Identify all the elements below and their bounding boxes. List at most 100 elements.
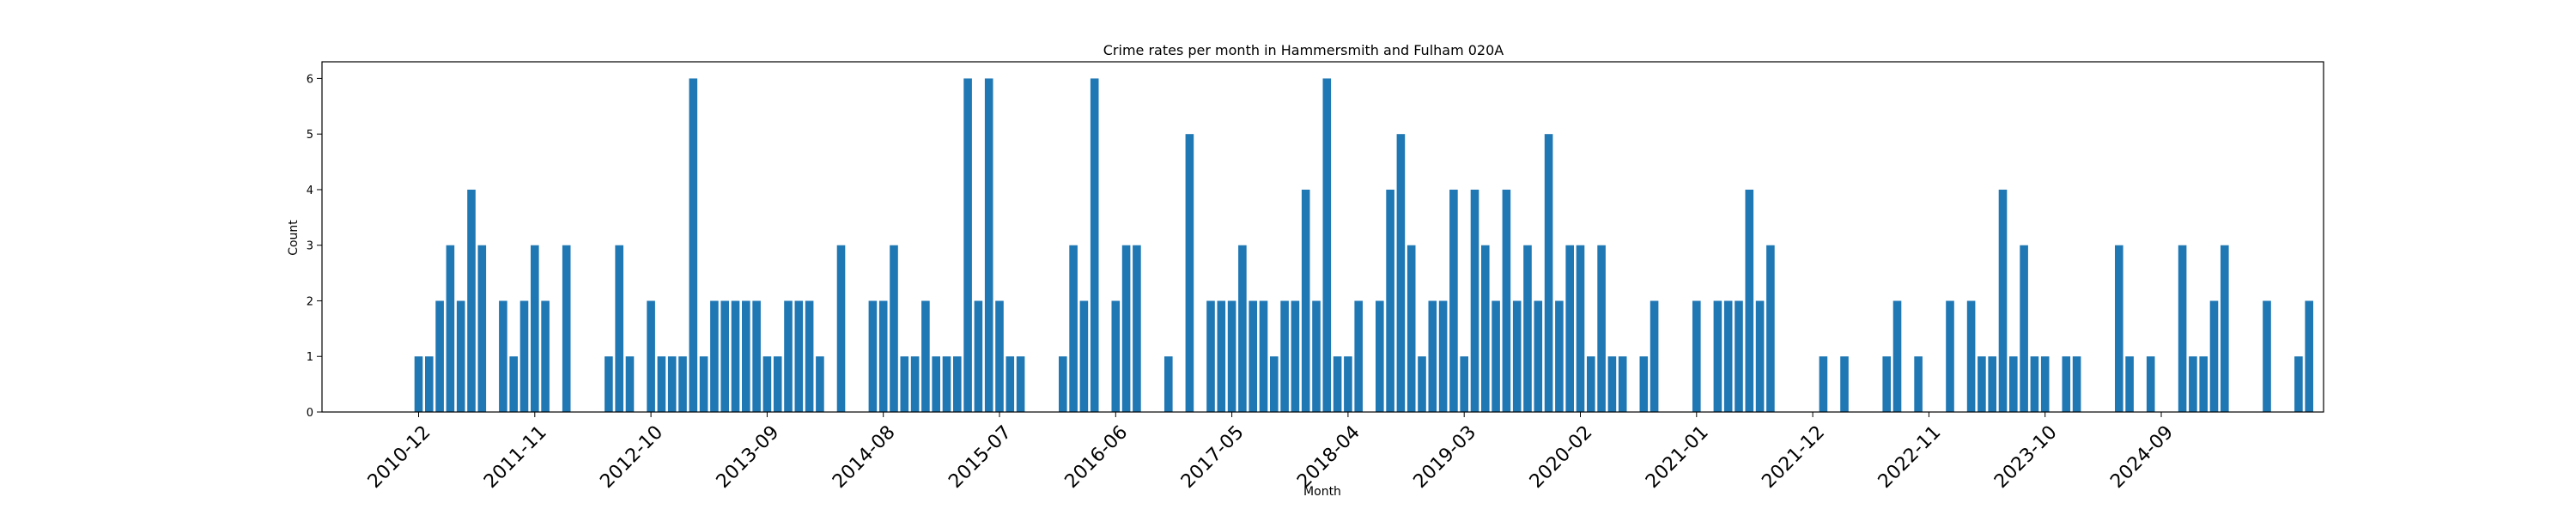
- bar: [710, 300, 719, 412]
- bar: [2040, 356, 2050, 412]
- bar: [2209, 300, 2219, 412]
- bar: [720, 300, 729, 412]
- bar: [1005, 356, 1015, 412]
- bar: [1946, 300, 1954, 412]
- bar: [1301, 189, 1310, 412]
- bar: [1217, 300, 1226, 412]
- bar: [1587, 356, 1595, 412]
- bar: [1534, 300, 1543, 412]
- bar: [1312, 300, 1321, 412]
- bar: [1988, 356, 1996, 412]
- bar: [1396, 134, 1406, 412]
- plot-frame: [321, 61, 2324, 413]
- bar: [1354, 300, 1363, 412]
- bar: [1607, 356, 1617, 412]
- bar: [467, 189, 476, 412]
- bar: [1966, 300, 1976, 412]
- bar: [435, 300, 444, 412]
- bar: [425, 356, 434, 412]
- bar: [1998, 189, 2008, 412]
- bar: [1016, 356, 1025, 412]
- bar: [1745, 189, 1754, 412]
- bar: [2020, 245, 2028, 412]
- bar: [1502, 189, 1511, 412]
- bar: [1206, 300, 1215, 412]
- bar: [816, 356, 824, 412]
- bar: [1544, 134, 1553, 412]
- bar: [1755, 300, 1765, 412]
- bar: [1840, 356, 1849, 412]
- bar: [1766, 245, 1775, 412]
- bar: [794, 300, 804, 412]
- bar: [1291, 300, 1300, 412]
- bar: [868, 300, 878, 412]
- y-tick-label: 2: [307, 295, 313, 308]
- bar: [995, 300, 1004, 412]
- bar: [414, 356, 423, 412]
- bar: [1882, 356, 1891, 412]
- bar: [1333, 356, 1342, 412]
- bar: [699, 356, 708, 412]
- bar: [984, 78, 993, 413]
- bar: [1576, 245, 1585, 412]
- bar: [1735, 300, 1743, 412]
- bar: [1418, 356, 1426, 412]
- bar: [1428, 300, 1437, 412]
- chart-title: Crime rates per month in Hammersmith and…: [1103, 42, 1504, 58]
- bar: [1059, 356, 1067, 412]
- bar: [1322, 78, 1332, 413]
- bar: [1079, 300, 1089, 412]
- bar: [742, 300, 750, 412]
- bar: [1386, 189, 1394, 412]
- bar: [1618, 356, 1627, 412]
- bar: [562, 245, 571, 412]
- bar: [963, 78, 972, 413]
- bar: [932, 356, 940, 412]
- y-axis: 0 1 2 3 4 5 6: [307, 73, 322, 420]
- bar: [1164, 356, 1173, 412]
- bar: [625, 356, 635, 412]
- bar: [1376, 300, 1384, 412]
- bar: [1481, 245, 1490, 412]
- y-tick-label: 0: [307, 407, 313, 420]
- bar: [1978, 356, 1986, 412]
- bar: [1723, 300, 1733, 412]
- bar: [2178, 245, 2187, 412]
- bar: [1238, 245, 1247, 412]
- bar: [752, 300, 761, 412]
- bar: [1111, 300, 1121, 412]
- bar: [657, 356, 666, 412]
- bar: [605, 356, 613, 412]
- bar: [1090, 78, 1099, 413]
- bar: [1639, 356, 1649, 412]
- bar: [1280, 300, 1289, 412]
- bar: [953, 356, 962, 412]
- bar: [1692, 300, 1701, 412]
- bar: [2030, 356, 2039, 412]
- bar: [689, 78, 698, 413]
- bar: [1069, 245, 1078, 412]
- bar: [499, 300, 507, 412]
- bar: [1344, 356, 1352, 412]
- bar: [1649, 300, 1659, 412]
- bar: [910, 356, 920, 412]
- bar: [1406, 245, 1416, 412]
- bar: [836, 245, 846, 412]
- bar: [2072, 356, 2081, 412]
- bar: [2294, 356, 2303, 412]
- bar: [1121, 245, 1131, 412]
- bar: [2189, 356, 2197, 412]
- bar: [1492, 300, 1500, 412]
- bar: [2199, 356, 2208, 412]
- bar: [784, 300, 793, 412]
- bar: [974, 300, 983, 412]
- bar: [678, 356, 687, 412]
- bars-group: [414, 78, 2313, 413]
- bar: [1713, 300, 1722, 412]
- bar: [1470, 189, 1479, 412]
- bar: [773, 356, 782, 412]
- y-tick-label: 1: [307, 351, 313, 364]
- bar: [1597, 245, 1606, 412]
- bar: [1555, 300, 1564, 412]
- bar: [1565, 245, 1574, 412]
